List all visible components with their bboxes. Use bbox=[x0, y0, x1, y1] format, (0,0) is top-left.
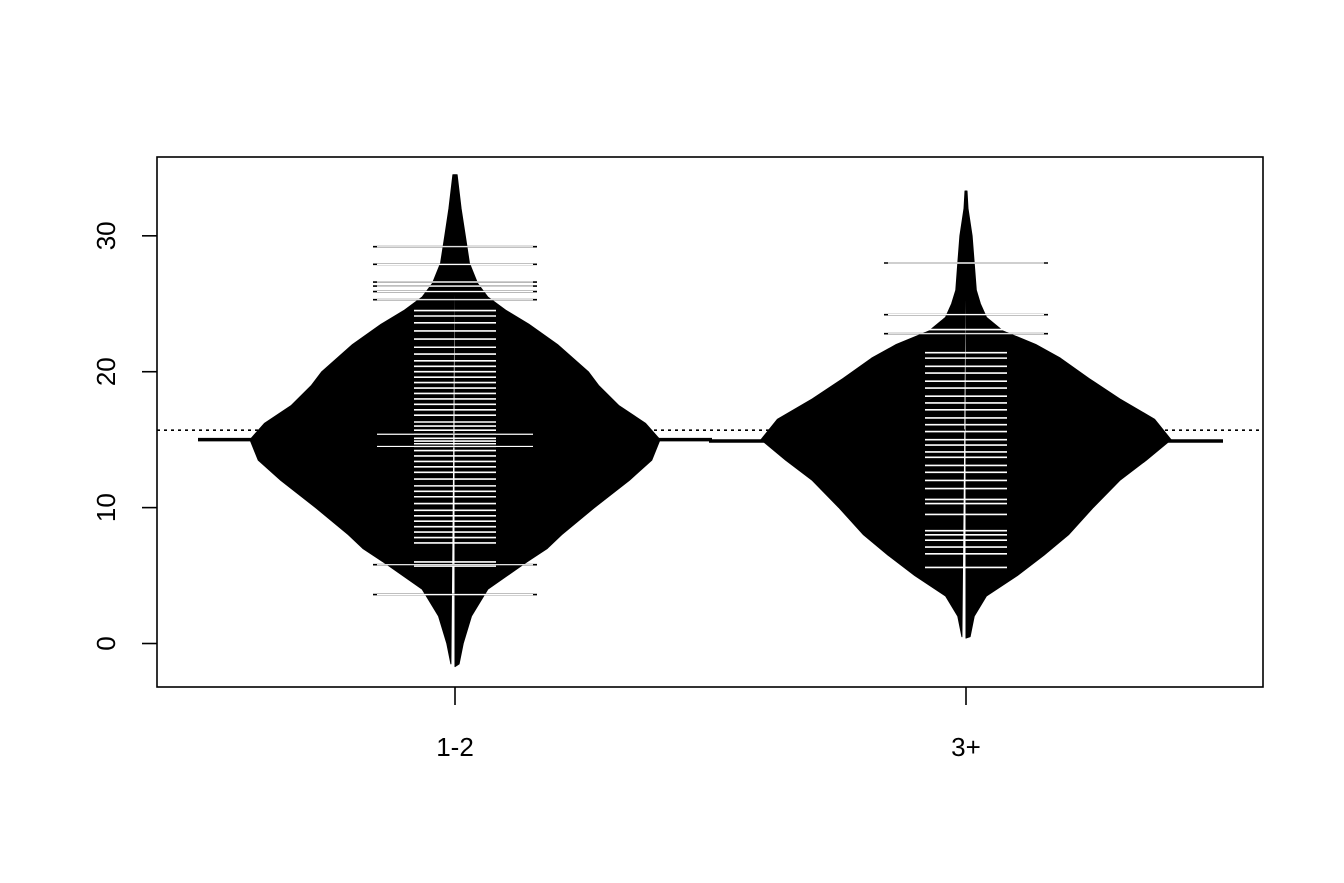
y-tick-label: 10 bbox=[91, 493, 121, 522]
x-tick-label: 3+ bbox=[951, 732, 981, 762]
bean-1-2 bbox=[198, 174, 712, 668]
y-tick-label: 20 bbox=[91, 357, 121, 386]
axes-layer: 0 10 20 30 1-2 3+ bbox=[91, 156, 1264, 762]
bean-3+ bbox=[709, 190, 1223, 639]
y-tick-label: 30 bbox=[91, 221, 121, 250]
y-tick-label: 0 bbox=[91, 636, 121, 650]
bean-density-3+ bbox=[760, 190, 1172, 639]
x-tick-label: 1-2 bbox=[436, 732, 474, 762]
plot-frame bbox=[156, 156, 1264, 688]
bean-density-1-2 bbox=[249, 174, 661, 668]
beans-layer bbox=[157, 174, 1263, 668]
